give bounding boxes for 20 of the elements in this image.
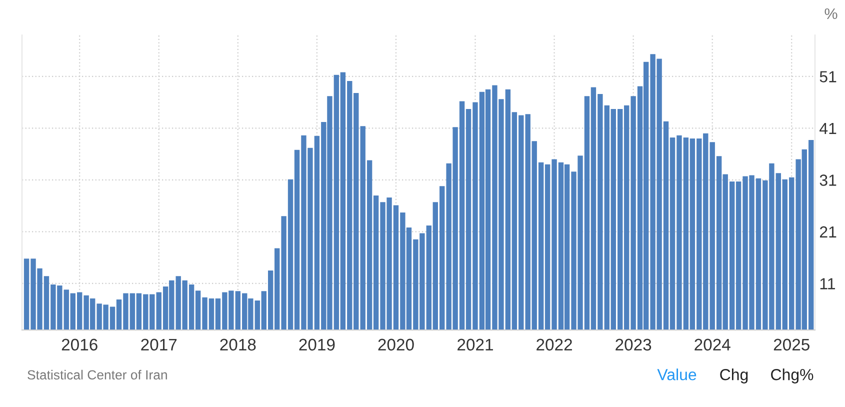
y-tick-label: 21: [820, 226, 836, 238]
x-tick-label: 2025: [774, 338, 810, 351]
y-tick-label: 51: [820, 71, 836, 82]
x-tick-label: 2019: [299, 338, 335, 351]
y-axis-title: %: [824, 8, 838, 20]
text: Chg%: [771, 368, 814, 384]
x-tick-label: 2021: [458, 338, 493, 351]
x-tick-label: 2023: [616, 338, 652, 351]
x-tick-label: 2024: [694, 338, 730, 351]
x-tick-label: 2017: [141, 338, 177, 351]
x-tick-label: 2018: [220, 338, 256, 351]
text: Statistical Center of Iran: [28, 370, 167, 380]
y-tick-label: 31: [820, 174, 836, 186]
text: Value: [657, 368, 696, 380]
y-tick-label: 41: [820, 122, 836, 134]
x-tick-label: 2020: [378, 338, 414, 351]
text: Chg: [720, 368, 748, 384]
x-tick-label: 2016: [62, 338, 98, 351]
x-tick-label: 2022: [536, 338, 572, 351]
y-tick-label: 11: [820, 278, 835, 290]
